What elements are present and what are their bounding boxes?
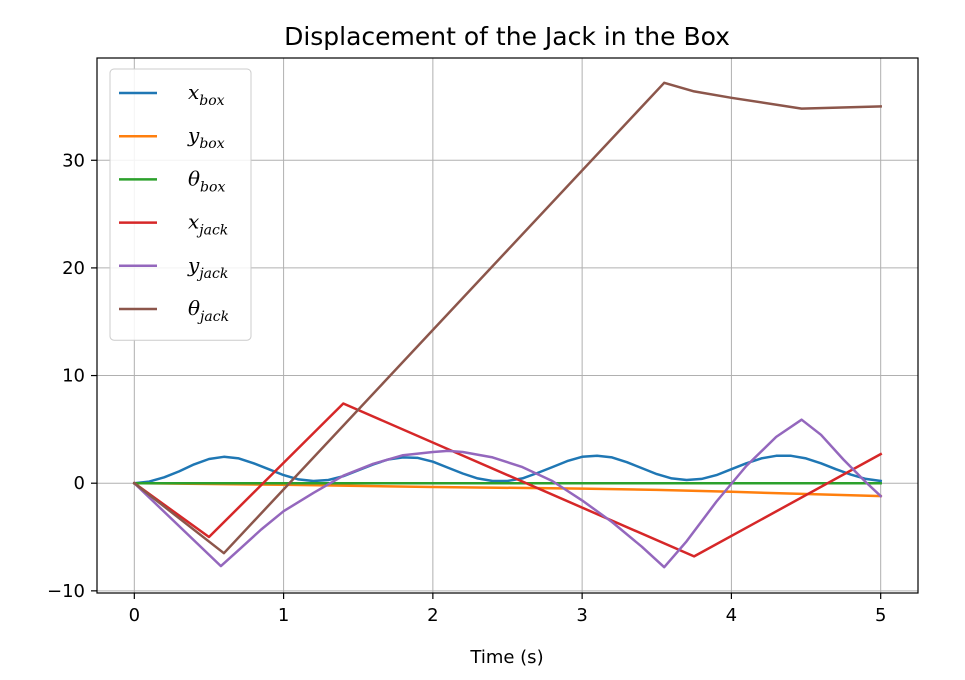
series-line-y-jack <box>132 418 883 569</box>
x-tick-label: 5 <box>875 605 886 626</box>
y-tick-label: 20 <box>62 258 85 279</box>
plot-area <box>132 81 883 569</box>
axes: 0 1 2 3 4 5 −10 0 10 20 30 <box>47 57 919 626</box>
x-tick-label: 3 <box>576 605 587 626</box>
legend: xbox ybox θbox xjack yjack θjack <box>109 68 252 341</box>
series-line-y-box <box>133 481 882 498</box>
series-line-x-jack <box>132 402 883 558</box>
series-line-theta-jack <box>132 81 882 555</box>
legend-label: xjack <box>188 210 228 239</box>
x-tick-label: 0 <box>129 605 140 626</box>
legend-label: θjack <box>188 296 229 325</box>
legend-label: ybox <box>187 123 225 152</box>
y-tick-label: 30 <box>62 150 85 171</box>
y-tick-label: 10 <box>62 366 85 387</box>
chart-title: Displacement of the Jack in the Box <box>284 22 730 51</box>
x-tick-label: 1 <box>278 605 289 626</box>
axes-frame <box>96 57 919 594</box>
series-line-x-box <box>132 454 883 485</box>
legend-label: xbox <box>188 80 225 109</box>
x-axis-label: Time (s) <box>469 647 543 668</box>
y-tick-label: −10 <box>47 581 85 602</box>
y-tick-label: 0 <box>74 473 85 494</box>
x-tick-label: 4 <box>726 605 737 626</box>
legend-label: θbox <box>188 166 225 195</box>
legend-label: yjack <box>187 253 228 282</box>
x-tick-label: 2 <box>427 605 438 626</box>
legend-box <box>109 68 252 341</box>
